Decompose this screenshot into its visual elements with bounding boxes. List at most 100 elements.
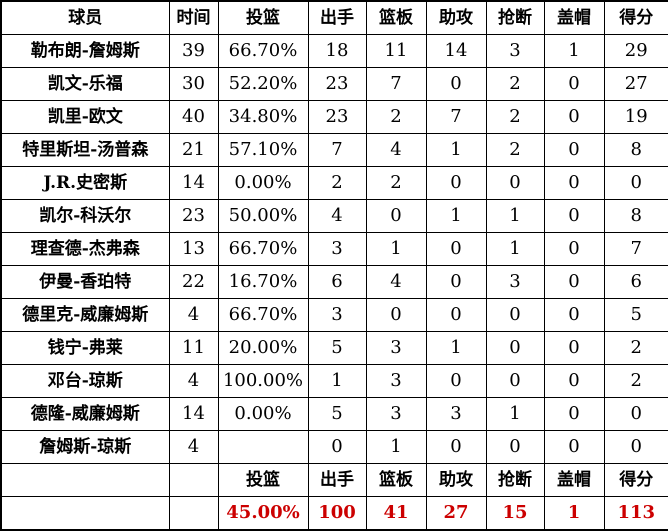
- player-row: 凯文-乐福 30 52.20% 23 7 0 2 0 27: [0, 67, 668, 101]
- stat-cell-stl: 1: [485, 199, 545, 233]
- stat-cell-time: 23: [168, 199, 219, 233]
- stat-cell-pts: 0: [603, 397, 668, 431]
- stat-cell-reb: 2: [365, 100, 427, 134]
- stat-cell-pts: 6: [603, 265, 668, 299]
- stat-cell-reb: 3: [365, 397, 427, 431]
- stat-cell-fga: 18: [307, 34, 367, 68]
- stat-cell-ast: 0: [425, 265, 487, 299]
- header-row: 球员 时间 投篮 出手 篮板 助攻 抢断 盖帽 得分: [0, 0, 668, 35]
- player-name-cell: 特里斯坦-汤普森: [0, 133, 170, 167]
- player-row: 伊曼-香珀特 22 16.70% 6 4 0 3 0 6: [0, 265, 668, 299]
- player-row: 邓台-琼斯 4 100.00% 1 3 0 0 0 2: [0, 364, 668, 398]
- stat-cell-stl: 2: [485, 67, 545, 101]
- player-row: 理查德-杰弗森 13 66.70% 3 1 0 1 0 7: [0, 232, 668, 266]
- stat-cell-pts: 0: [603, 430, 668, 464]
- stat-cell-fga: 4: [307, 199, 367, 233]
- empty-player-cell: [0, 496, 170, 531]
- stat-cell-time: 4: [168, 430, 219, 464]
- player-row: 特里斯坦-汤普森 21 57.10% 7 4 1 2 0 8: [0, 133, 668, 167]
- stat-cell-fga: 3: [307, 298, 367, 332]
- stat-cell-pts: 8: [603, 199, 668, 233]
- stat-cell-blk: 0: [543, 298, 605, 332]
- stat-cell-fg_pct: 34.80%: [217, 100, 309, 134]
- player-name-cell: 理查德-杰弗森: [0, 232, 170, 266]
- total-steals: 15: [485, 496, 545, 531]
- player-row: 钱宁-弗莱 11 20.00% 5 3 1 0 0 2: [0, 331, 668, 365]
- stat-cell-fga: 23: [307, 67, 367, 101]
- player-name-cell: 凯尔-科沃尔: [0, 199, 170, 233]
- stat-cell-ast: 1: [425, 199, 487, 233]
- stat-cell-blk: 0: [543, 67, 605, 101]
- player-name-cell: 凯文-乐福: [0, 67, 170, 101]
- col-header-fg-pct: 投篮: [217, 0, 309, 35]
- totals-header-fg-pct: 投篮: [217, 463, 309, 497]
- stat-cell-fg_pct: 52.20%: [217, 67, 309, 101]
- stat-cell-time: 40: [168, 100, 219, 134]
- player-row: 德隆-威廉姆斯 14 0.00% 5 3 3 1 0 0: [0, 397, 668, 431]
- stat-cell-ast: 0: [425, 67, 487, 101]
- totals-header-row: 投篮 出手 篮板 助攻 抢断 盖帽 得分: [0, 463, 668, 497]
- empty-player-cell: [0, 463, 170, 497]
- total-attempts: 100: [307, 496, 367, 531]
- totals-header-rebounds: 篮板: [365, 463, 427, 497]
- player-row: 凯尔-科沃尔 23 50.00% 4 0 1 1 0 8: [0, 199, 668, 233]
- totals-header-assists: 助攻: [425, 463, 487, 497]
- stat-cell-pts: 29: [603, 34, 668, 68]
- stat-cell-blk: 0: [543, 331, 605, 365]
- stat-cell-reb: 2: [365, 166, 427, 200]
- stat-cell-fg_pct: 20.00%: [217, 331, 309, 365]
- col-header-attempts: 出手: [307, 0, 367, 35]
- stat-cell-blk: 0: [543, 430, 605, 464]
- player-row: 勒布朗-詹姆斯 39 66.70% 18 11 14 3 1 29: [0, 34, 668, 68]
- stat-cell-ast: 14: [425, 34, 487, 68]
- stat-cell-stl: 0: [485, 166, 545, 200]
- stat-cell-time: 4: [168, 364, 219, 398]
- stat-cell-time: 14: [168, 397, 219, 431]
- stat-cell-fga: 1: [307, 364, 367, 398]
- stat-cell-fga: 6: [307, 265, 367, 299]
- stat-cell-reb: 11: [365, 34, 427, 68]
- stat-cell-time: 13: [168, 232, 219, 266]
- total-assists: 27: [425, 496, 487, 531]
- stat-cell-stl: 0: [485, 364, 545, 398]
- total-blocks: 1: [543, 496, 605, 531]
- stat-cell-reb: 1: [365, 430, 427, 464]
- stat-cell-stl: 2: [485, 133, 545, 167]
- stat-cell-ast: 7: [425, 100, 487, 134]
- stat-cell-fga: 3: [307, 232, 367, 266]
- stat-cell-pts: 27: [603, 67, 668, 101]
- stat-cell-reb: 4: [365, 133, 427, 167]
- stat-cell-ast: 0: [425, 166, 487, 200]
- player-name-cell: 邓台-琼斯: [0, 364, 170, 398]
- col-header-points: 得分: [603, 0, 668, 35]
- stat-cell-pts: 19: [603, 100, 668, 134]
- col-header-assists: 助攻: [425, 0, 487, 35]
- stat-cell-time: 39: [168, 34, 219, 68]
- stat-cell-stl: 3: [485, 34, 545, 68]
- player-name-cell: 凯里-欧文: [0, 100, 170, 134]
- stat-cell-blk: 1: [543, 34, 605, 68]
- stat-cell-ast: 0: [425, 298, 487, 332]
- totals-header-attempts: 出手: [307, 463, 367, 497]
- stat-cell-blk: 0: [543, 232, 605, 266]
- stat-cell-fga: 5: [307, 397, 367, 431]
- stat-cell-fg_pct: [217, 430, 309, 464]
- player-name-cell: J.R.史密斯: [0, 166, 170, 200]
- stat-cell-fg_pct: 50.00%: [217, 199, 309, 233]
- col-header-rebounds: 篮板: [365, 0, 427, 35]
- col-header-player: 球员: [0, 0, 170, 35]
- stat-cell-fga: 2: [307, 166, 367, 200]
- stat-cell-ast: 3: [425, 397, 487, 431]
- stat-cell-pts: 0: [603, 166, 668, 200]
- stat-cell-reb: 7: [365, 67, 427, 101]
- player-name-cell: 詹姆斯-琼斯: [0, 430, 170, 464]
- stat-cell-blk: 0: [543, 199, 605, 233]
- stat-cell-stl: 0: [485, 298, 545, 332]
- player-rows: 勒布朗-詹姆斯 39 66.70% 18 11 14 3 1 29 凯文-乐福 30 52.20% 23…: [0, 34, 668, 464]
- total-points: 113: [603, 496, 668, 531]
- stat-cell-reb: 0: [365, 298, 427, 332]
- player-row: 凯里-欧文 40 34.80% 23 2 7 2 0 19: [0, 100, 668, 134]
- stat-cell-fg_pct: 100.00%: [217, 364, 309, 398]
- stat-cell-stl: 2: [485, 100, 545, 134]
